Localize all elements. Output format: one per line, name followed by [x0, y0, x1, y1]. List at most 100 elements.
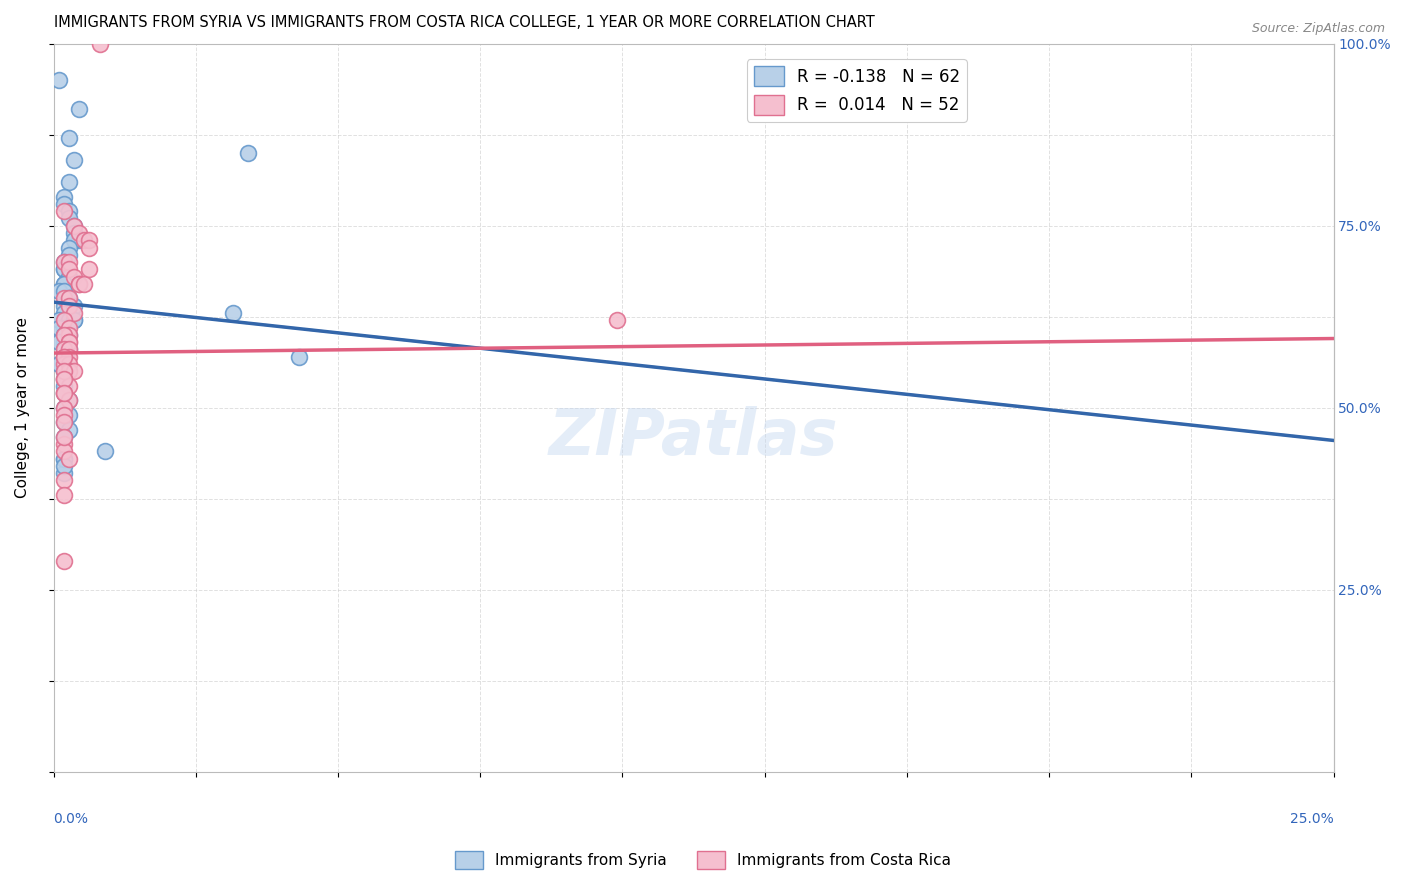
Point: [58, 131, 80, 145]
Point: [63, 153, 86, 168]
Point: [52, 197, 75, 211]
Point: [52, 313, 75, 327]
Point: [58, 393, 80, 408]
Point: [52, 408, 75, 422]
Point: [52, 488, 75, 502]
Point: [52, 189, 75, 203]
Point: [58, 335, 80, 350]
Point: [48, 320, 70, 334]
Point: [79, 262, 101, 277]
Text: IMMIGRANTS FROM SYRIA VS IMMIGRANTS FROM COSTA RICA COLLEGE, 1 YEAR OR MORE CORR: IMMIGRANTS FROM SYRIA VS IMMIGRANTS FROM…: [53, 15, 875, 30]
Point: [58, 393, 80, 408]
Point: [58, 299, 80, 313]
Point: [58, 423, 80, 437]
Point: [58, 255, 80, 269]
Point: [63, 313, 86, 327]
Point: [52, 415, 75, 429]
Point: [52, 444, 75, 458]
Point: [52, 379, 75, 393]
Point: [73, 233, 96, 247]
Point: [58, 335, 80, 350]
Point: [79, 240, 101, 254]
Point: [94, 444, 117, 458]
Point: [58, 320, 80, 334]
Point: [48, 73, 70, 87]
Point: [52, 386, 75, 401]
Point: [58, 343, 80, 357]
Point: [63, 364, 86, 378]
Point: [48, 313, 70, 327]
Text: 25.0%: 25.0%: [1289, 812, 1333, 826]
Point: [52, 458, 75, 473]
Point: [63, 219, 86, 233]
Point: [52, 430, 75, 444]
Point: [48, 284, 70, 298]
Point: [52, 262, 75, 277]
Point: [52, 327, 75, 342]
Point: [52, 371, 75, 385]
Point: [73, 277, 96, 291]
Point: [58, 408, 80, 422]
Point: [52, 386, 75, 401]
Point: [58, 292, 80, 306]
Point: [52, 437, 75, 451]
Legend: Immigrants from Syria, Immigrants from Costa Rica: Immigrants from Syria, Immigrants from C…: [449, 845, 957, 875]
Point: [52, 204, 75, 219]
Point: [48, 335, 70, 350]
Point: [52, 451, 75, 466]
Point: [67, 277, 90, 291]
Point: [58, 269, 80, 284]
Point: [606, 313, 628, 327]
Point: [63, 313, 86, 327]
Point: [52, 474, 75, 488]
Legend: R = -0.138   N = 62, R =  0.014   N = 52: R = -0.138 N = 62, R = 0.014 N = 52: [747, 59, 967, 121]
Point: [52, 467, 75, 481]
Point: [67, 233, 90, 247]
Point: [52, 371, 75, 385]
Point: [52, 306, 75, 320]
Point: [52, 277, 75, 291]
Point: [63, 219, 86, 233]
Point: [52, 364, 75, 378]
Point: [58, 357, 80, 371]
Point: [52, 401, 75, 415]
Point: [63, 269, 86, 284]
Point: [58, 313, 80, 327]
Point: [58, 175, 80, 189]
Point: [236, 145, 259, 160]
Point: [63, 233, 86, 247]
Point: [58, 350, 80, 364]
Point: [52, 357, 75, 371]
Point: [67, 102, 90, 116]
Point: [52, 277, 75, 291]
Point: [52, 350, 75, 364]
Point: [52, 415, 75, 429]
Point: [89, 37, 111, 51]
Point: [58, 240, 80, 254]
Point: [52, 553, 75, 567]
Point: [52, 350, 75, 364]
Point: [52, 364, 75, 378]
Point: [58, 299, 80, 313]
Point: [48, 357, 70, 371]
Point: [52, 386, 75, 401]
Point: [58, 292, 80, 306]
Point: [58, 262, 80, 277]
Point: [52, 292, 75, 306]
Point: [58, 364, 80, 378]
Point: [52, 343, 75, 357]
Point: [58, 451, 80, 466]
Point: [67, 226, 90, 240]
Point: [63, 306, 86, 320]
Point: [67, 277, 90, 291]
Point: [63, 299, 86, 313]
Point: [58, 248, 80, 262]
Point: [52, 350, 75, 364]
Point: [52, 401, 75, 415]
Point: [52, 255, 75, 269]
Point: [58, 211, 80, 226]
Text: Source: ZipAtlas.com: Source: ZipAtlas.com: [1251, 22, 1385, 36]
Point: [63, 226, 86, 240]
Point: [58, 379, 80, 393]
Point: [52, 451, 75, 466]
